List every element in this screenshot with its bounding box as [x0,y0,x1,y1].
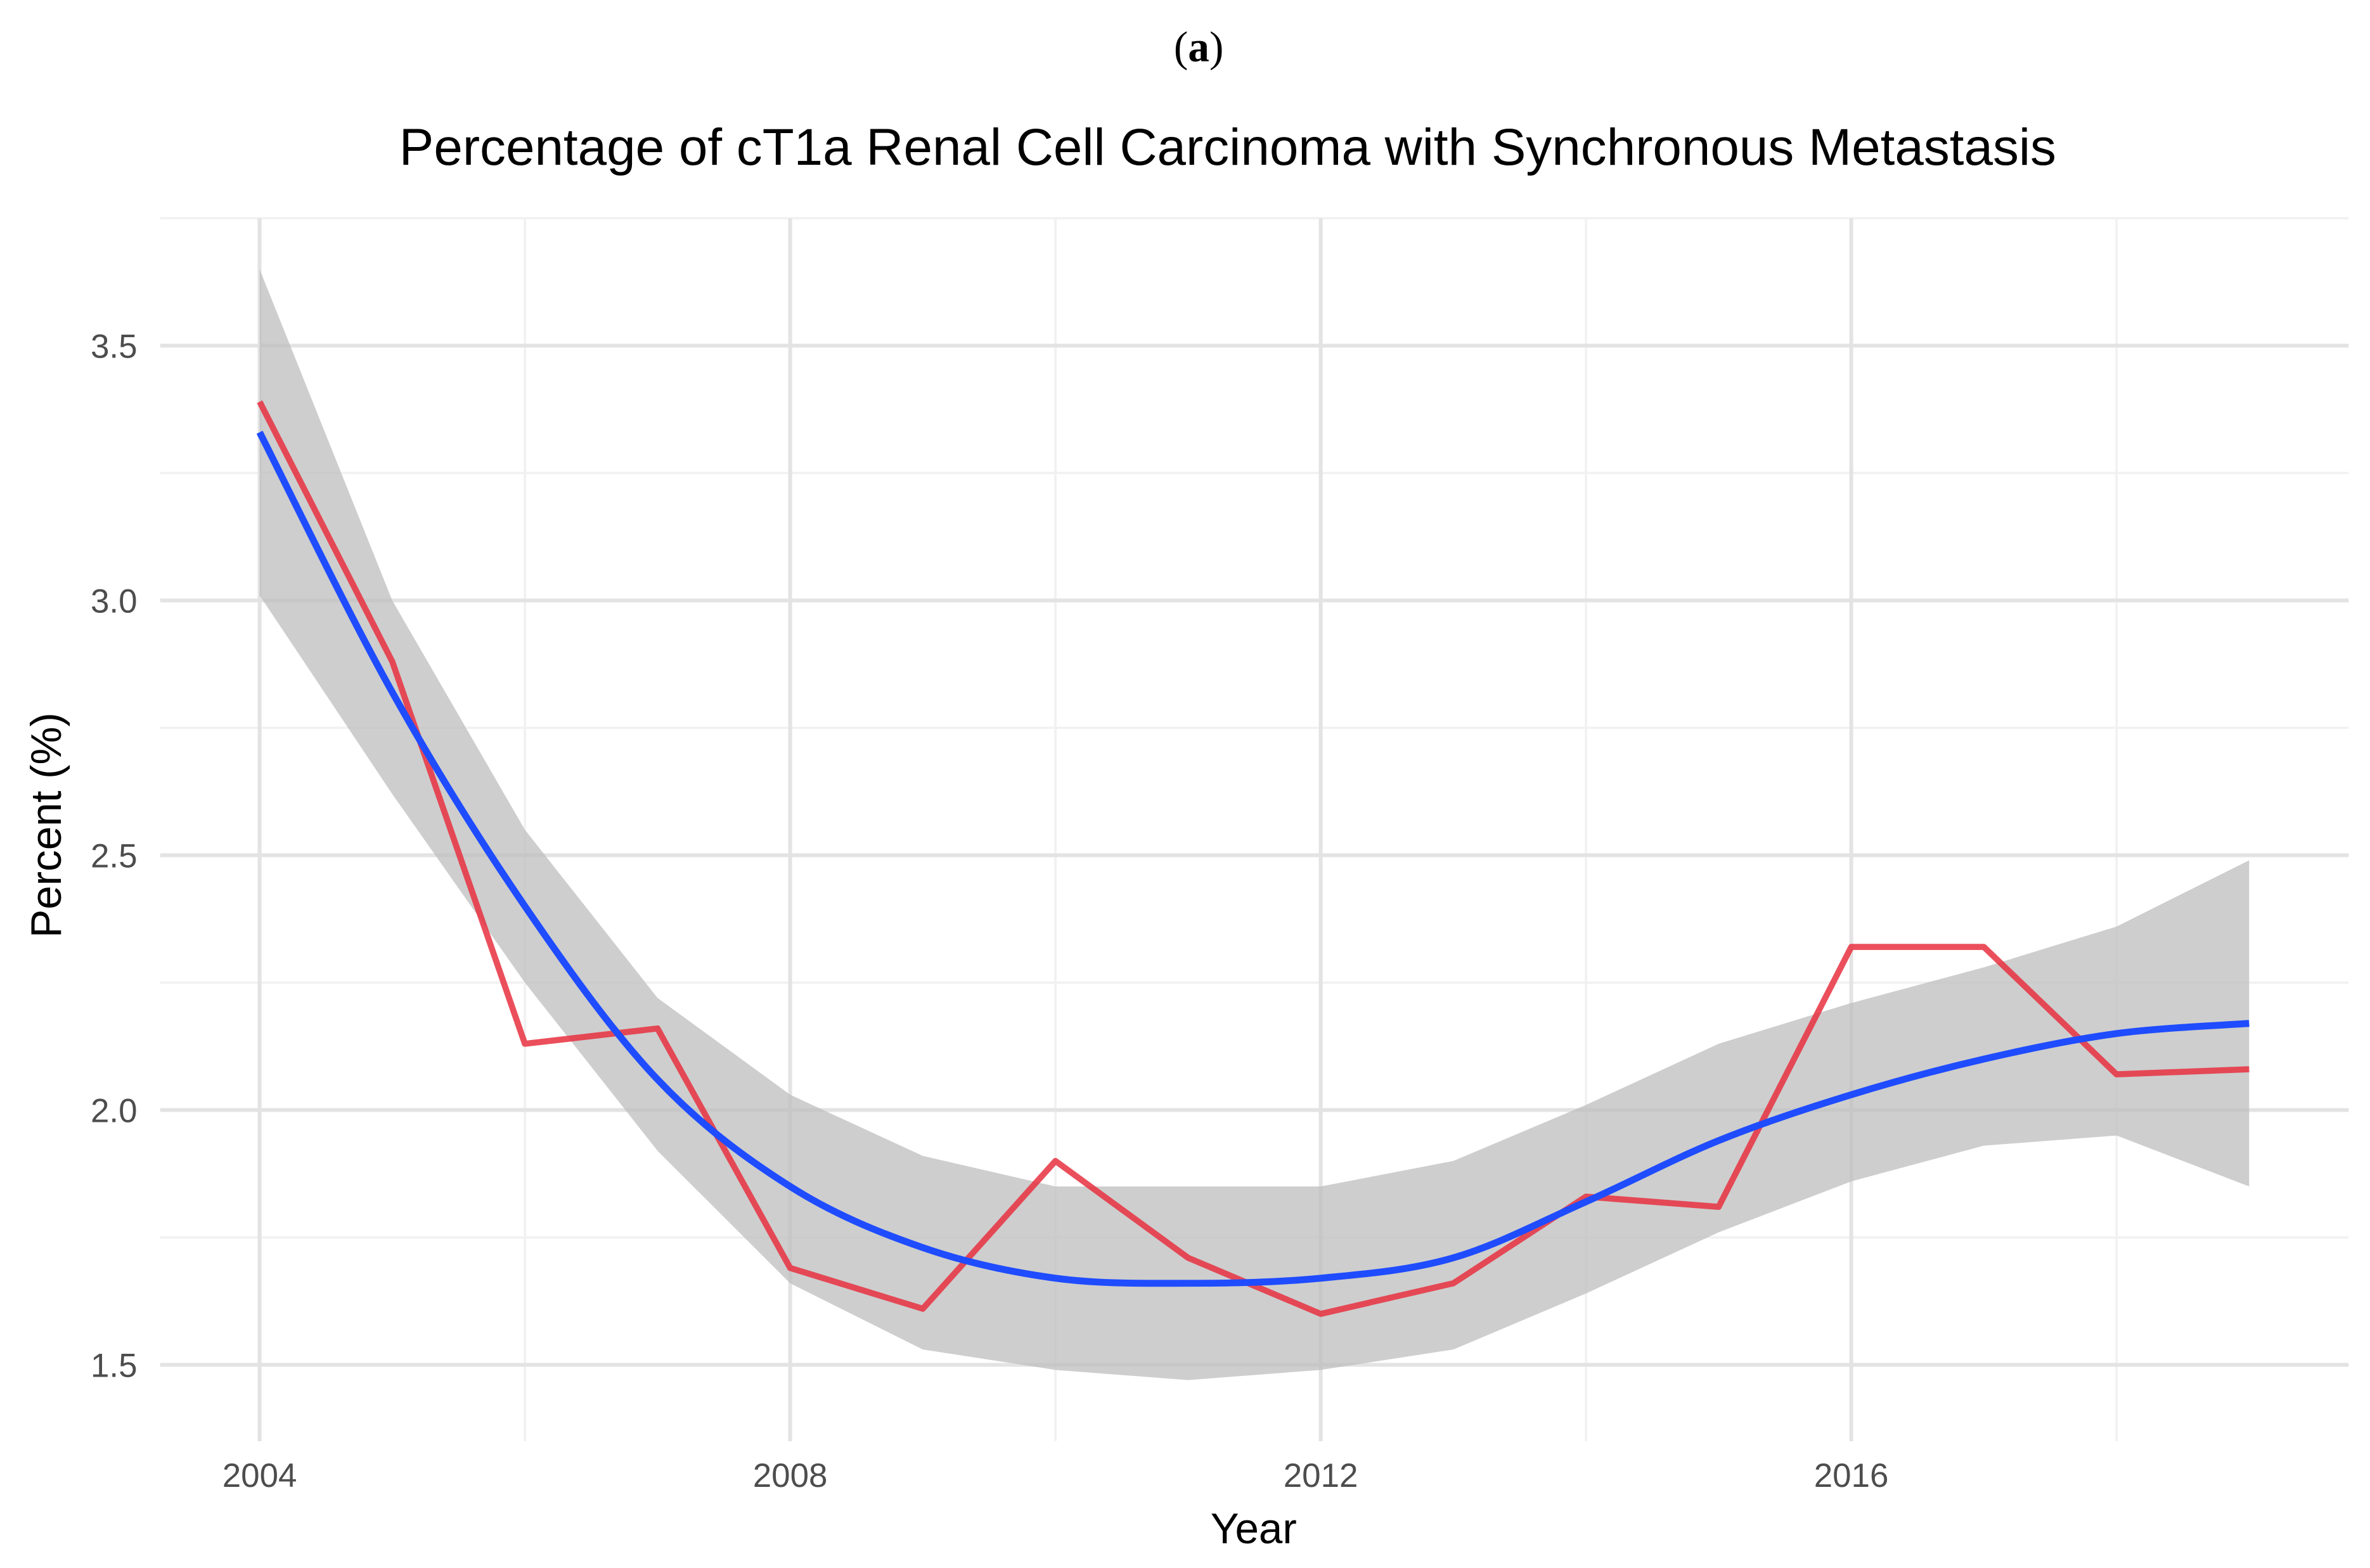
x-tick-label: 2012 [1284,1457,1358,1494]
y-axis-title: Percent (%) [23,712,70,938]
chart-title: Percentage of cT1a Renal Cell Carcinoma … [399,119,2056,176]
x-tick-label: 2016 [1814,1457,1889,1494]
x-tick-label: 2008 [753,1457,828,1494]
observed-series-line [257,400,2250,1317]
x-axis-title: Year [1211,1505,1297,1553]
y-tick-label: 3.0 [91,583,138,620]
y-tick-label: 3.5 [91,328,138,366]
series-lines [256,400,2250,1317]
x-tick-label: 2004 [222,1457,297,1494]
smoothed-series-line [256,430,2250,1287]
y-tick-label: 1.5 [91,1347,138,1385]
y-tick-label: 2.5 [91,838,138,875]
confidence-band [259,269,2250,1380]
y-tick-label: 2.0 [91,1093,138,1130]
tick-labels: 2004 2008 2012 2016 1.5 2.0 2.5 3.0 3.5 [91,328,1889,1495]
confidence-band-area [259,269,2250,1380]
panel-label: (a) [1174,23,1224,71]
